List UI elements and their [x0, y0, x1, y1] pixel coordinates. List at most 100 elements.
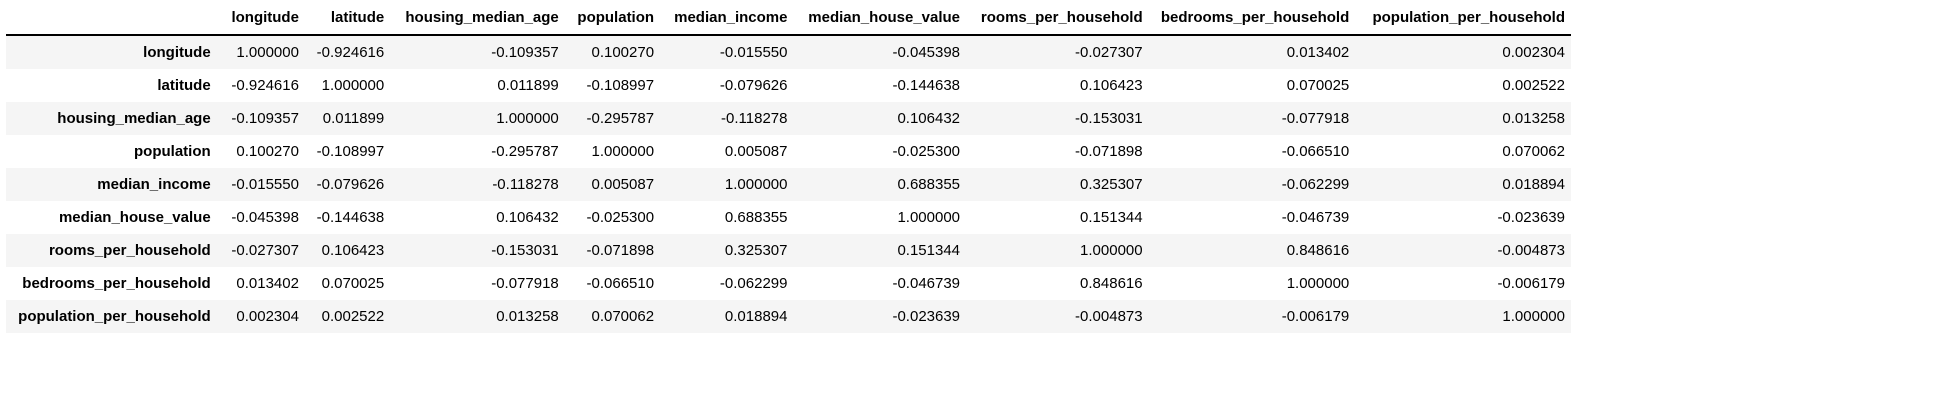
- table-cell: 0.011899: [322, 110, 385, 127]
- column-header: rooms_per_household: [966, 0, 1149, 36]
- table-cell: 0.106423: [1080, 77, 1143, 94]
- table-cell: -0.045398: [892, 44, 961, 61]
- table-cell: -0.062299: [1281, 176, 1350, 193]
- table-cell: 0.070062: [591, 308, 655, 325]
- table-cell: -0.924616: [316, 44, 385, 61]
- table-cell: 0.106423: [321, 242, 385, 259]
- table-cell: -0.109357: [491, 44, 559, 61]
- column-header: median_house_value: [793, 0, 967, 36]
- table-row: median_house_value -0.045398 -0.144638 0.10…: [6, 201, 1571, 234]
- row-index-label: population: [134, 143, 211, 160]
- table-cell: 0.018894: [1502, 176, 1565, 193]
- table-cell: 0.002522: [1502, 77, 1565, 94]
- table-cell: -0.153031: [491, 242, 559, 259]
- table-cell: -0.004873: [1497, 242, 1565, 259]
- table-cell: -0.006179: [1281, 308, 1350, 325]
- table-cell: -0.046739: [1281, 209, 1350, 226]
- table-cell: -0.079626: [316, 176, 385, 193]
- row-index-label: bedrooms_per_household: [22, 275, 211, 292]
- table-cell: 0.013258: [496, 308, 559, 325]
- table-cell: -0.071898: [586, 242, 655, 259]
- row-index-label: population_per_household: [18, 308, 211, 325]
- table-cell: 1.000000: [496, 110, 559, 127]
- row-index-label: longitude: [143, 44, 211, 61]
- dataframe-output: longitude latitude housing_median_age po…: [6, 0, 1576, 333]
- column-header: housing_median_age: [390, 0, 565, 36]
- column-header: median_income: [660, 0, 794, 36]
- table-cell: -0.066510: [586, 275, 655, 292]
- table-cell: 0.013402: [1286, 44, 1350, 61]
- table-cell: -0.295787: [586, 110, 655, 127]
- table-header: longitude latitude housing_median_age po…: [6, 0, 1571, 36]
- table-cell: 0.688355: [897, 176, 961, 193]
- table-cell: -0.071898: [1075, 143, 1143, 160]
- correlation-table: longitude latitude housing_median_age po…: [6, 0, 1571, 333]
- table-cell: 1.000000: [591, 143, 655, 160]
- table-cell: 1.000000: [1286, 275, 1350, 292]
- table-cell: 1.000000: [321, 77, 385, 94]
- table-cell: 0.151344: [1080, 209, 1143, 226]
- index-header: [6, 0, 217, 36]
- table-cell: 0.013258: [1502, 110, 1565, 127]
- table-cell: -0.079626: [719, 77, 788, 94]
- table-cell: -0.015550: [231, 176, 299, 193]
- table-cell: 0.070062: [1502, 143, 1565, 160]
- column-header: population_per_household: [1355, 0, 1571, 36]
- table-cell: 0.100270: [236, 143, 299, 160]
- table-cell: -0.924616: [231, 77, 299, 94]
- table-cell: 0.002304: [1502, 44, 1565, 61]
- table-cell: -0.027307: [1075, 44, 1143, 61]
- table-cell: 0.018894: [724, 308, 788, 325]
- header-row: longitude latitude housing_median_age po…: [6, 0, 1571, 36]
- column-header: latitude: [304, 0, 391, 36]
- table-cell: 0.005087: [724, 143, 788, 160]
- table-cell: -0.144638: [892, 77, 961, 94]
- row-index-label: housing_median_age: [57, 110, 211, 127]
- table-cell: -0.062299: [719, 275, 788, 292]
- table-row: population_per_household 0.002304 0.002522…: [6, 300, 1571, 333]
- table-cell: -0.153031: [1075, 110, 1143, 127]
- table-cell: 0.002522: [321, 308, 385, 325]
- table-row: longitude 1.000000 -0.924616 -0.109357 0.100…: [6, 35, 1571, 69]
- table-cell: -0.025300: [892, 143, 961, 160]
- table-cell: -0.144638: [316, 209, 385, 226]
- row-index-label: median_house_value: [58, 209, 211, 226]
- table-cell: -0.023639: [1497, 209, 1565, 226]
- table-row: population 0.100270 -0.108997 -0.295787 1.00…: [6, 135, 1571, 168]
- column-header: longitude: [216, 0, 305, 36]
- table-cell: -0.023639: [892, 308, 961, 325]
- table-cell: 1.000000: [1502, 308, 1565, 325]
- table-cell: -0.118278: [721, 110, 788, 127]
- table-cell: -0.045398: [231, 209, 299, 226]
- table-cell: -0.006179: [1497, 275, 1565, 292]
- table-cell: 0.151344: [897, 242, 961, 259]
- table-cell: 0.106432: [496, 209, 559, 226]
- table-cell: 0.325307: [724, 242, 788, 259]
- table-cell: 0.100270: [591, 44, 655, 61]
- table-cell: 0.011899: [497, 77, 559, 94]
- table-cell: -0.004873: [1075, 308, 1143, 325]
- table-cell: 1.000000: [897, 209, 961, 226]
- table-cell: -0.109357: [231, 110, 299, 127]
- table-cell: 0.070025: [321, 275, 385, 292]
- table-cell: -0.108997: [586, 77, 655, 94]
- table-row: housing_median_age -0.109357 0.011899 1.000…: [6, 102, 1571, 135]
- table-cell: 0.005087: [591, 176, 655, 193]
- table-cell: 1.000000: [724, 176, 788, 193]
- table-cell: 0.848616: [1080, 275, 1143, 292]
- table-cell: -0.066510: [1281, 143, 1350, 160]
- table-cell: -0.025300: [586, 209, 655, 226]
- row-index-label: latitude: [157, 77, 211, 94]
- table-cell: -0.118278: [492, 176, 559, 193]
- table-cell: -0.108997: [316, 143, 385, 160]
- table-row: rooms_per_household -0.027307 0.106423 -0.1…: [6, 234, 1571, 267]
- table-cell: -0.295787: [491, 143, 559, 160]
- table-cell: -0.027307: [231, 242, 299, 259]
- row-index-label: median_income: [97, 176, 211, 193]
- table-cell: -0.046739: [892, 275, 961, 292]
- table-body: longitude 1.000000 -0.924616 -0.109357 0.100…: [6, 35, 1571, 333]
- table-row: latitude -0.924616 1.000000 0.011899 -0.1089…: [6, 69, 1571, 102]
- table-row: median_income -0.015550 -0.079626 -0.118278…: [6, 168, 1571, 201]
- table-row: bedrooms_per_household 0.013402 0.070025 -0…: [6, 267, 1571, 300]
- table-cell: 0.688355: [724, 209, 788, 226]
